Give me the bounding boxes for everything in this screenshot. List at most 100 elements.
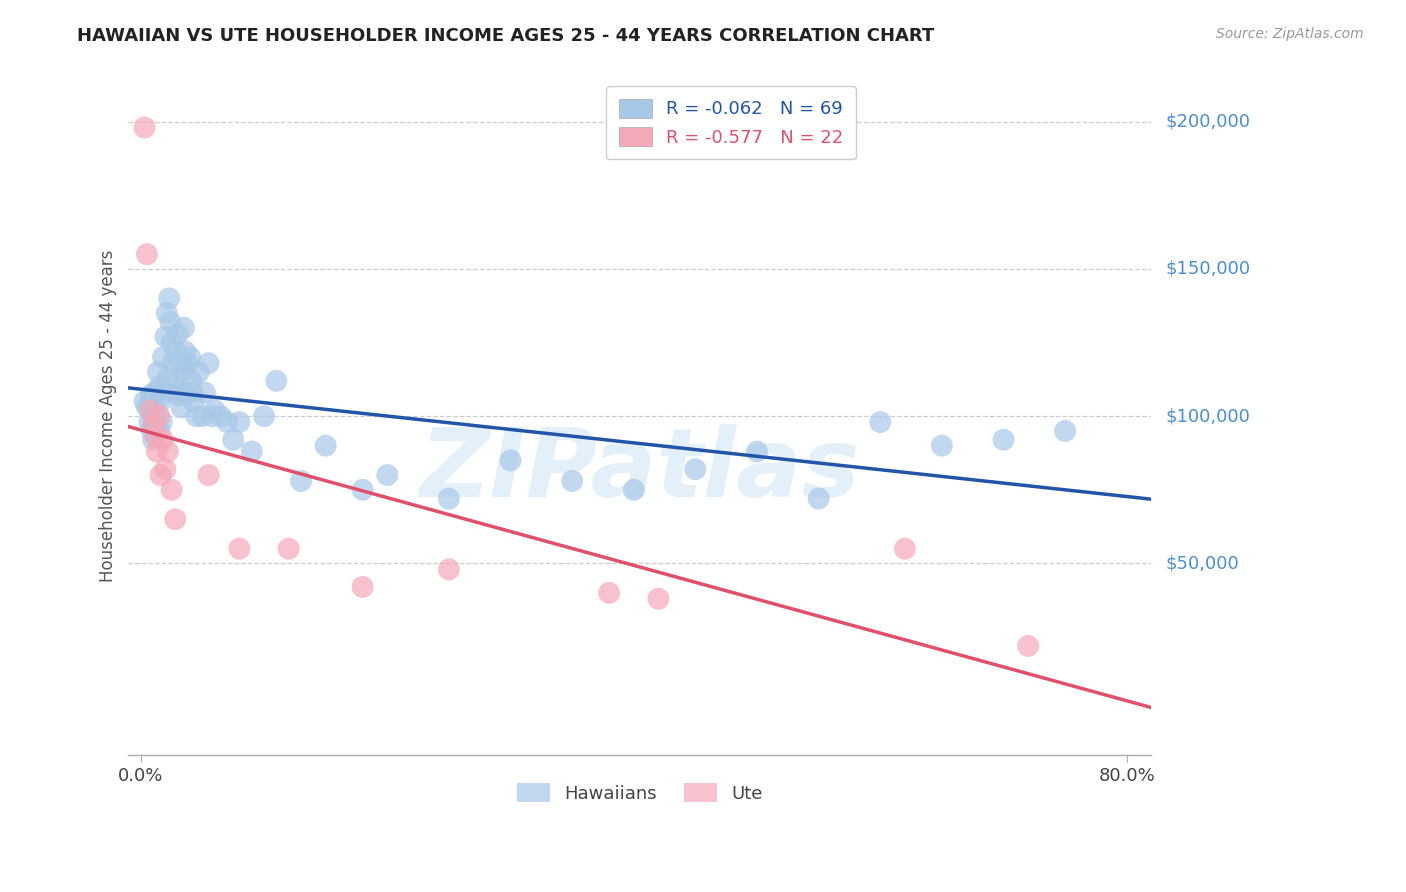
Point [187,365,209,379]
Point [146,365,169,379]
Point [142,433,165,447]
Point [194,385,217,400]
Text: $200,000: $200,000 [1166,112,1250,130]
Text: HAWAIIAN VS UTE HOUSEHOLDER INCOME AGES 25 - 44 YEARS CORRELATION CHART: HAWAIIAN VS UTE HOUSEHOLDER INCOME AGES … [77,27,935,45]
Point [156,371,179,385]
Point [186,409,208,424]
Point [174,344,197,359]
Point [222,433,245,447]
Point [931,439,953,453]
Point [215,415,238,429]
Point [139,403,162,417]
Text: Source: ZipAtlas.com: Source: ZipAtlas.com [1216,27,1364,41]
Point [745,444,768,458]
Point [197,356,219,370]
Point [155,462,177,476]
Point [561,474,583,488]
Point [170,401,193,415]
Point [166,326,188,341]
Point [437,491,460,506]
Point [176,385,198,400]
Point [240,444,263,458]
Text: ZIPatlas: ZIPatlas [419,424,860,516]
Point [685,462,707,476]
Point [134,394,156,409]
Point [155,329,177,343]
Point [145,430,167,444]
Point [894,541,917,556]
Point [141,424,163,438]
Point [148,409,170,424]
Point [136,247,159,261]
Y-axis label: Householder Income Ages 25 - 44 years: Householder Income Ages 25 - 44 years [100,250,117,582]
Point [156,444,179,458]
Point [266,374,288,388]
Point [183,394,205,409]
Point [204,403,226,417]
Point [167,388,190,402]
Point [162,356,184,370]
Point [352,580,374,594]
Point [197,468,219,483]
Point [180,374,202,388]
Point [1017,639,1039,653]
Point [173,320,195,334]
Point [228,415,250,429]
Point [166,374,188,388]
Point [209,409,232,424]
Point [163,385,186,400]
Point [277,541,299,556]
Point [148,380,170,394]
Point [142,417,165,432]
Point [315,439,337,453]
Point [598,586,620,600]
Point [152,433,174,447]
Text: $100,000: $100,000 [1166,407,1250,425]
Point [169,356,191,370]
Point [437,562,460,576]
Point [153,385,176,400]
Point [146,444,169,458]
Point [499,453,522,467]
Point [142,409,165,424]
Point [152,351,174,365]
Point [160,335,183,350]
Point [160,483,183,497]
Point [993,433,1015,447]
Point [165,344,187,359]
Point [149,394,172,409]
Point [647,591,669,606]
Point [134,120,156,135]
Point [179,351,201,365]
Point [807,491,830,506]
Point [138,415,160,429]
Point [1054,424,1077,438]
Point [352,483,374,497]
Point [148,424,170,438]
Text: $150,000: $150,000 [1166,260,1250,278]
Point [201,409,224,424]
Point [156,306,179,320]
Text: $50,000: $50,000 [1166,555,1239,573]
Point [146,417,169,432]
Point [176,356,198,370]
Point [228,541,250,556]
Legend: Hawaiians, Ute: Hawaiians, Ute [506,772,773,814]
Point [375,468,398,483]
Point [253,409,276,424]
Point [149,468,172,483]
Point [150,415,173,429]
Point [145,403,167,417]
Point [157,291,180,305]
Point [136,401,159,415]
Point [159,315,181,329]
Point [623,483,645,497]
Point [165,512,187,526]
Point [290,474,312,488]
Point [191,409,214,424]
Point [172,365,194,379]
Point [869,415,891,429]
Point [139,388,162,402]
Point [181,385,204,400]
Point [143,385,166,400]
